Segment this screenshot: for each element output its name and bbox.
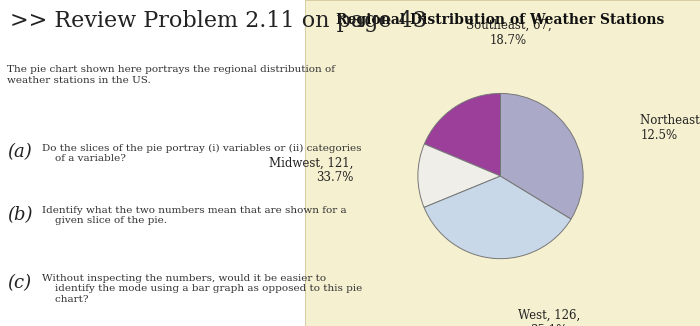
Text: West, 126,
35.1%: West, 126, 35.1% (517, 309, 580, 326)
Wedge shape (500, 94, 583, 219)
Text: Northeast, 45,
12.5%: Northeast, 45, 12.5% (640, 114, 700, 142)
Text: (c): (c) (7, 274, 31, 292)
Text: Do the slices of the pie portray (i) variables or (ii) categories
    of a varia: Do the slices of the pie portray (i) var… (43, 143, 362, 163)
Text: Without inspecting the numbers, would it be easier to
    identify the mode usin: Without inspecting the numbers, would it… (43, 274, 363, 304)
Text: (a): (a) (7, 143, 31, 161)
Title: Regional Distribution of Weather Stations: Regional Distribution of Weather Station… (336, 13, 665, 27)
Text: Midwest, 121,
33.7%: Midwest, 121, 33.7% (270, 156, 354, 184)
Text: The pie chart shown here portrays the regional distribution of
weather stations : The pie chart shown here portrays the re… (7, 65, 335, 85)
Wedge shape (418, 144, 500, 207)
Text: Southeast, 67,
18.7%: Southeast, 67, 18.7% (466, 19, 552, 47)
Text: >> Review Problem 2.11 on page 43: >> Review Problem 2.11 on page 43 (10, 10, 428, 32)
Wedge shape (424, 94, 500, 176)
Text: Identify what the two numbers mean that are shown for a
    given slice of the p: Identify what the two numbers mean that … (43, 206, 347, 226)
Text: (b): (b) (7, 206, 32, 224)
Wedge shape (424, 176, 571, 259)
